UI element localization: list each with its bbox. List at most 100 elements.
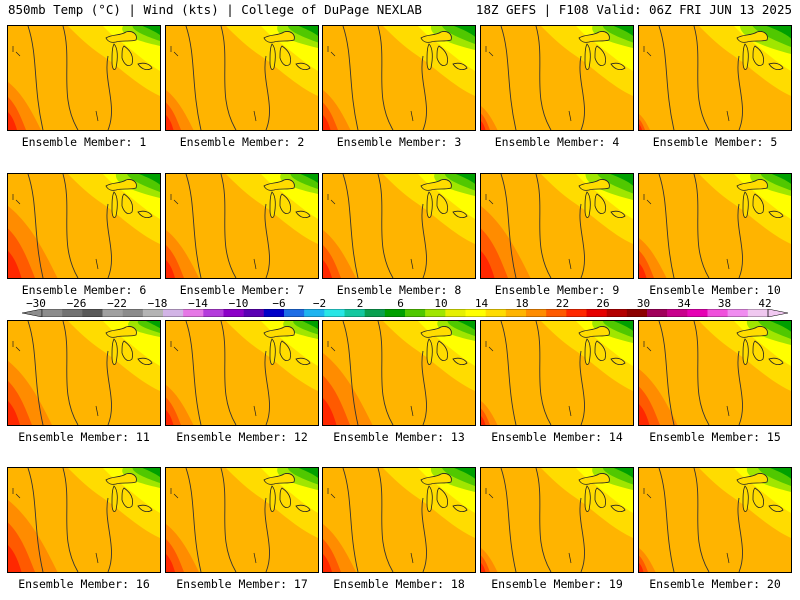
colorbar-swatch [707,309,728,317]
ensemble-member-label: Ensemble Member: 2 [179,135,305,149]
colorbar-swatch [505,309,527,317]
colorbar-swatch [243,309,265,317]
ensemble-map-panel [7,467,161,573]
ensemble-member-label: Ensemble Member: 6 [21,283,147,297]
colorbar-tick-label: 10 [434,297,448,310]
colorbar-swatch [223,309,244,317]
ensemble-map-panel [7,173,161,279]
colorbar-tick-label: 26 [596,297,610,310]
colorbar-swatch [727,309,749,317]
colorbar-swatch [344,309,365,317]
colorbar-swatch [626,309,648,317]
ensemble-member-label: Ensemble Member: 13 [333,430,465,444]
colorbar-swatch [546,309,567,317]
ensemble-map-panel [322,173,476,279]
colorbar-tick-label: −18 [147,297,168,310]
colorbar-swatch [82,309,103,317]
ensemble-map-panel [638,320,792,426]
colorbar-swatch [142,309,164,317]
colorbar-swatch [526,309,547,317]
colorbar-swatch [203,309,224,317]
colorbar-swatch [606,309,628,317]
colorbar-tick-label: 42 [758,297,772,310]
ensemble-member-label: Ensemble Member: 17 [176,577,308,591]
colorbar-swatch [667,309,688,317]
colorbar-swatch [102,309,123,317]
colorbar-swatch [747,309,769,317]
colorbar-low-arrow [22,309,43,317]
ensemble-member-label: Ensemble Member: 8 [336,283,462,297]
colorbar-swatch [183,309,204,317]
ensemble-member-label: Ensemble Member: 15 [649,430,781,444]
ensemble-member-label: Ensemble Member: 10 [649,283,781,297]
ensemble-member-label: Ensemble Member: 5 [652,135,778,149]
ensemble-map-panel [480,173,634,279]
colorbar-swatch [42,309,63,317]
ensemble-map-panel [322,320,476,426]
ensemble-member-label: Ensemble Member: 16 [18,577,150,591]
colorbar-tick-label: 18 [515,297,529,310]
colorbar-high-arrow [767,309,788,317]
ensemble-map-panel [480,320,634,426]
ensemble-map-panel [638,173,792,279]
ensemble-member-label: Ensemble Member: 18 [333,577,465,591]
colorbar-tick-label: 14 [474,297,489,310]
ensemble-member-label: Ensemble Member: 11 [18,430,150,444]
colorbar-tick-label: −30 [26,297,46,310]
ensemble-map-panel [165,25,319,131]
ensemble-member-label: Ensemble Member: 19 [491,577,623,591]
colorbar-tick-label: −14 [188,297,208,310]
ensemble-member-label: Ensemble Member: 9 [494,283,620,297]
model-valid-time: 18Z GEFS | F108 Valid: 06Z FRI JUN 13 20… [475,2,792,17]
colorbar-swatch [62,309,83,317]
ensemble-member-label: Ensemble Member: 4 [494,135,620,149]
ensemble-member-label: Ensemble Member: 3 [336,135,462,149]
ensemble-map-panel [165,173,319,279]
colorbar-swatch [364,309,386,317]
colorbar-swatch [586,309,607,317]
ensemble-member-label: Ensemble Member: 1 [21,135,147,149]
colorbar-swatch [324,309,345,317]
ensemble-map-panel [322,25,476,131]
colorbar-tick-label: 2 [356,297,364,310]
ensemble-map-panel [165,320,319,426]
colorbar-tick-label: 6 [397,297,404,310]
colorbar-swatch [566,309,587,317]
ensemble-member-label: Ensemble Member: 20 [649,577,781,591]
colorbar-tick-label: −2 [312,297,327,310]
colorbar-swatch [122,309,144,317]
colorbar-swatch [445,309,466,317]
colorbar-swatch [647,309,668,317]
colorbar-swatch [687,309,708,317]
colorbar-tick-label: 30 [636,297,651,310]
colorbar-swatch [485,309,507,317]
colorbar-swatch [405,309,426,317]
colorbar-swatch [465,309,486,317]
ensemble-member-label: Ensemble Member: 7 [179,283,305,297]
colorbar-tick-label: −10 [228,297,249,310]
ensemble-map-panel [165,467,319,573]
chart-title: 850mb Temp (°C) | Wind (kts) | College o… [8,2,422,17]
colorbar-tick-label: −26 [66,297,87,310]
colorbar-tick-label: −22 [107,297,127,310]
colorbar-tick-label: 22 [555,297,570,310]
colorbar-tick-label: 38 [717,297,732,310]
ensemble-map-panel [480,25,634,131]
ensemble-map-panel [480,467,634,573]
colorbar-swatch [284,309,305,317]
ensemble-map-panel [638,25,792,131]
ensemble-map-panel [7,25,161,131]
colorbar-tick-label: 34 [677,297,691,310]
colorbar-swatch [304,309,325,317]
colorbar-tick-label: −6 [272,297,286,310]
ensemble-member-label: Ensemble Member: 14 [491,430,623,444]
ensemble-member-label: Ensemble Member: 12 [176,430,308,444]
ensemble-map-panel [638,467,792,573]
ensemble-map-panel [7,320,161,426]
colorbar-swatch [163,309,184,317]
colorbar-swatch [425,309,446,317]
colorbar-swatch [263,309,285,317]
ensemble-map-panel [322,467,476,573]
temperature-colorbar [22,309,788,317]
colorbar-swatch [384,309,406,317]
